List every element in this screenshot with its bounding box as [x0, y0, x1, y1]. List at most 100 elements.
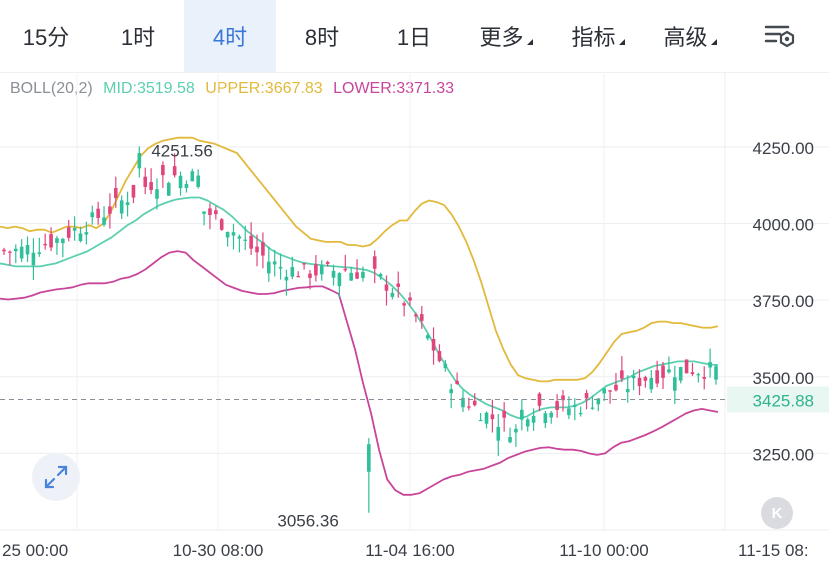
candle-body — [90, 212, 95, 218]
high-price-label: 4251.56 — [151, 141, 212, 160]
tab-more[interactable]: 更多 — [460, 0, 552, 72]
candle-body — [249, 235, 253, 249]
candle-body — [49, 234, 53, 248]
y-tick-label: 3750.00 — [753, 292, 814, 311]
scroll-to-latest-icon[interactable]: K — [761, 497, 793, 529]
candle-body — [314, 264, 318, 276]
candle-body — [543, 413, 548, 424]
candle-body — [55, 238, 59, 243]
candle-body — [484, 412, 489, 424]
candle-body — [125, 202, 130, 206]
x-tick-label: 11-10 00:00 — [559, 541, 648, 560]
boll-lower: LOWER:3371.33 — [333, 80, 455, 97]
candle-body — [596, 398, 601, 405]
candle-body — [643, 377, 648, 381]
candle-body — [290, 267, 295, 277]
candle-body — [25, 245, 30, 255]
dropdown-triangle-icon — [618, 39, 625, 45]
tab-15m[interactable]: 15分 — [0, 0, 92, 72]
candle-body — [2, 249, 6, 252]
candle-body — [714, 366, 718, 380]
candle-body — [673, 377, 677, 391]
boll-mid-line — [0, 196, 719, 420]
boll-upper: UPPER:3667.83 — [205, 80, 323, 97]
candle-body — [261, 242, 265, 256]
candle-body — [302, 263, 306, 265]
candle-body — [620, 370, 624, 379]
tab-label: 4时 — [212, 25, 248, 50]
tab-1d[interactable]: 1日 — [368, 0, 460, 72]
candle-body — [172, 166, 177, 176]
candle-body — [19, 246, 24, 259]
candle-body — [572, 405, 577, 407]
tab-label: 1时 — [120, 25, 156, 50]
dropdown-triangle-icon — [710, 39, 717, 45]
candle-body — [655, 370, 659, 384]
candle-body — [108, 206, 112, 214]
candle-body — [255, 246, 259, 253]
tab-indicators[interactable]: 指标 — [552, 0, 644, 72]
candle-body — [472, 400, 477, 406]
tab-label: 高级 — [663, 25, 708, 50]
candle-body — [84, 232, 89, 235]
candle-body — [13, 248, 18, 252]
candlestick-chart[interactable]: 4250.00 4000.00 3750.00 3500.00 3250.00 25 00… — [0, 72, 829, 572]
candle-body — [461, 397, 465, 408]
candle-body — [225, 231, 230, 238]
tab-4h[interactable]: 4时 — [184, 0, 276, 72]
candle-body — [537, 393, 542, 406]
candle-body — [531, 416, 536, 423]
candle-body — [137, 153, 142, 169]
candle-body — [43, 243, 47, 246]
candle-body — [119, 200, 124, 214]
candle-body — [102, 217, 106, 225]
candle-body — [114, 188, 118, 199]
tab-advanced[interactable]: 高级 — [644, 0, 736, 72]
expand-icon[interactable] — [32, 453, 80, 501]
candle-body — [508, 437, 512, 443]
candle-body — [684, 359, 689, 374]
candle-body — [478, 419, 483, 422]
candle-body — [514, 428, 518, 433]
candle-body — [143, 176, 148, 187]
candle-body — [584, 392, 589, 399]
candle-body — [202, 211, 206, 214]
dropdown-triangle-icon — [526, 39, 533, 45]
boll-name: BOLL(20,2) — [10, 80, 93, 97]
tab-1h[interactable]: 1时 — [92, 0, 184, 72]
candle-body — [196, 175, 200, 187]
candle-body — [384, 284, 389, 291]
candle-body — [337, 273, 342, 287]
tab-label: 更多 — [479, 25, 524, 50]
candle-body — [166, 182, 171, 196]
candle-body — [490, 414, 495, 420]
timeframe-tabs: 15分 1时 4时 8时 1日 更多 指标 高级 — [0, 0, 829, 73]
candle-body — [402, 303, 406, 306]
candle-body — [208, 208, 212, 215]
candle-body — [331, 270, 336, 278]
candle-body — [455, 380, 459, 384]
candle-body — [37, 252, 42, 254]
current-price-badge — [727, 386, 829, 413]
boll-lower-line — [0, 250, 719, 496]
candle-body — [578, 413, 583, 415]
candle-body — [278, 266, 283, 269]
y-tick-label: 3250.00 — [753, 445, 814, 464]
candle-body — [243, 239, 248, 241]
candle-body — [667, 369, 671, 373]
candle-body — [649, 377, 654, 390]
low-price-label: 3056.36 — [277, 512, 338, 531]
tab-8h[interactable]: 8时 — [276, 0, 368, 72]
candle-body — [496, 426, 501, 441]
candle-body — [184, 184, 189, 189]
candle-body — [561, 395, 565, 401]
candle-body — [131, 184, 136, 198]
candle-body — [414, 314, 418, 317]
candle-body — [502, 410, 506, 418]
y-tick-label: 4000.00 — [753, 216, 814, 235]
chart-settings-icon[interactable] — [762, 20, 796, 52]
candle-body — [520, 409, 524, 420]
candle-body — [690, 372, 695, 375]
tab-label: 指标 — [571, 25, 616, 50]
candle-body — [396, 283, 401, 287]
